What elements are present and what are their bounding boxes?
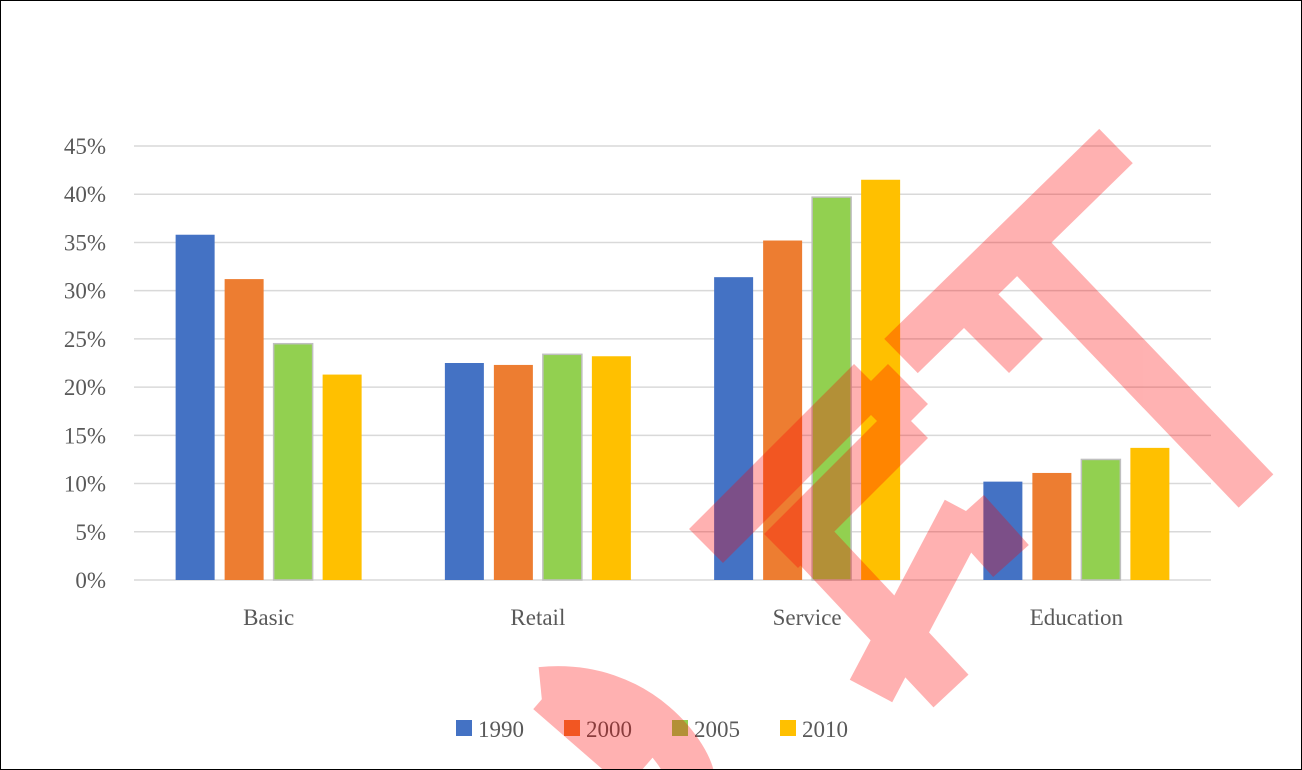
gridlines (134, 145, 1211, 581)
y-tick-label: 5% (75, 520, 106, 545)
legend-label-1990: 1990 (478, 717, 524, 742)
bar-education-2005 (1080, 458, 1122, 581)
watermark-stroke (1013, 239, 1274, 508)
bar-basic-2000 (224, 279, 264, 580)
legend: 1990 2000 2005 2010 (456, 717, 848, 742)
x-category-label: Basic (243, 605, 294, 630)
y-tick-label: 30% (64, 279, 106, 304)
y-tick-label: 25% (64, 327, 106, 352)
y-tick-label: 20% (64, 375, 106, 400)
bar-retail-2010 (591, 356, 631, 580)
x-category-label: Education (1030, 605, 1124, 630)
watermark-stroke (689, 364, 888, 563)
watermark-stroke (764, 404, 928, 568)
bar-basic-2005 (272, 342, 314, 581)
bar-education-2000 (1032, 472, 1072, 580)
x-category-label: Service (773, 605, 842, 630)
watermark-stroke (948, 494, 1029, 578)
bar-service-1990 (714, 277, 754, 580)
watermark-stroke (884, 128, 1133, 374)
bar-basic-1990 (175, 234, 215, 580)
x-axis-labels: Basic Retail Service Education (243, 605, 1123, 630)
watermark-stroke (854, 364, 928, 438)
bar-service-2000 (763, 240, 803, 580)
legend-label-2010: 2010 (802, 717, 848, 742)
watermark-stroke (944, 274, 1043, 373)
watermark-stroke (538, 666, 714, 769)
bar-service-2010 (861, 179, 901, 580)
watermark-stroke (533, 672, 657, 769)
legend-swatch-2005 (672, 720, 688, 736)
y-tick-label: 35% (64, 230, 106, 255)
bar-retail-2005 (542, 353, 583, 581)
legend-swatch-2010 (780, 720, 796, 736)
bar-service-2005 (811, 196, 852, 581)
y-tick-label: 40% (64, 182, 106, 207)
bar-education-1990 (983, 481, 1023, 580)
bar-education-2010 (1130, 447, 1170, 580)
x-category-label: Retail (510, 605, 565, 630)
y-tick-label: 15% (64, 423, 106, 448)
legend-swatch-2000 (564, 720, 580, 736)
watermark-stroke (783, 514, 969, 708)
draft-watermark (533, 128, 1274, 769)
legend-swatch-1990 (456, 720, 472, 736)
bar-retail-1990 (444, 363, 484, 580)
y-axis-ticks: 0% 5% 10% 15% 20% 25% 30% 35% 40% 45% (64, 134, 106, 593)
y-tick-label: 10% (64, 472, 106, 497)
legend-label-2005: 2005 (694, 717, 740, 742)
watermark-stroke (849, 499, 988, 703)
legend-label-2000: 2000 (586, 717, 632, 742)
bar-retail-2000 (493, 364, 533, 580)
y-tick-label: 45% (64, 134, 106, 159)
bar-basic-2010 (322, 374, 362, 580)
y-tick-label: 0% (75, 568, 106, 593)
bars (175, 179, 1170, 581)
